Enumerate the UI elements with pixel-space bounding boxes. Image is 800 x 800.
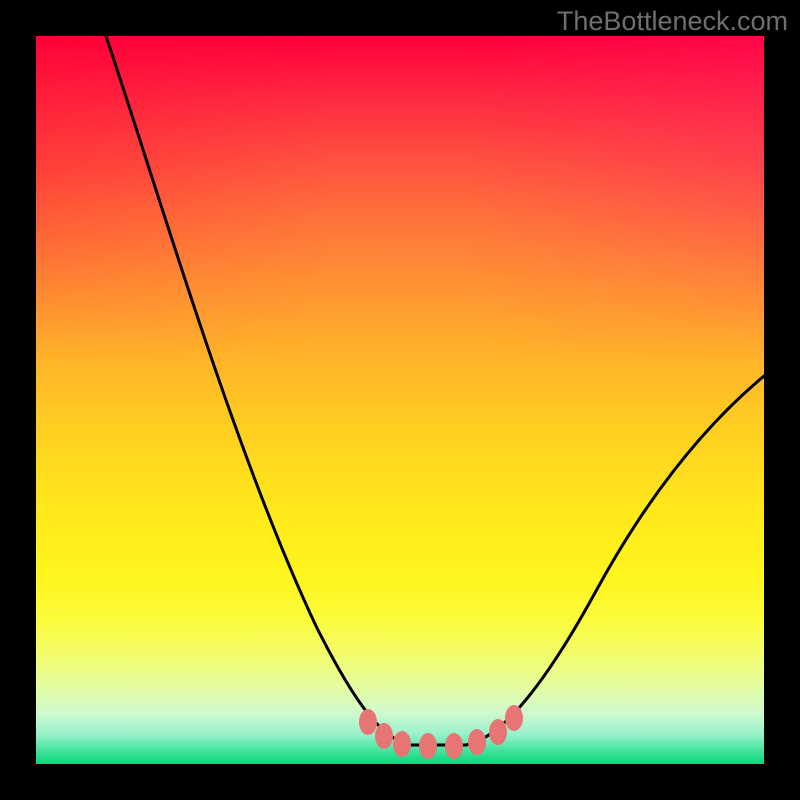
marker-dot <box>489 719 507 745</box>
marker-dot <box>505 705 523 731</box>
marker-dot <box>375 723 393 749</box>
marker-dot <box>359 709 377 735</box>
marker-dot <box>445 733 463 759</box>
plot-area <box>36 36 764 764</box>
watermark-text: TheBottleneck.com <box>557 6 788 37</box>
marker-dot <box>468 729 486 755</box>
curve-markers <box>359 705 523 759</box>
marker-dot <box>419 733 437 759</box>
marker-dot <box>393 731 411 757</box>
valley-curve <box>106 36 764 745</box>
chart-root: TheBottleneck.com <box>0 0 800 800</box>
bottleneck-curve-layer <box>36 36 764 764</box>
